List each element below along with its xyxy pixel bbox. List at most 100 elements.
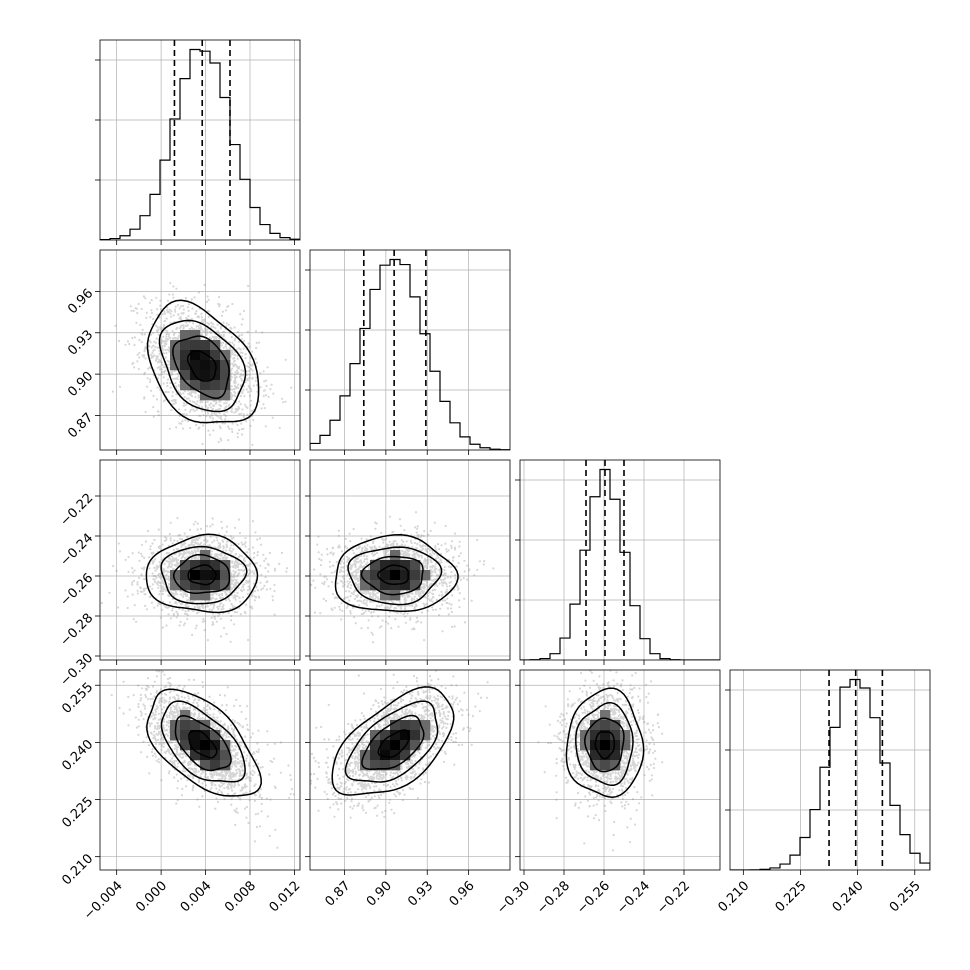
density-cell bbox=[620, 730, 631, 741]
density-cell bbox=[220, 370, 231, 381]
density-cell bbox=[170, 720, 181, 731]
density-cell bbox=[410, 580, 421, 591]
contour-level-3 bbox=[146, 688, 262, 797]
density-cell bbox=[200, 340, 211, 351]
y-tick-label: 0.90 bbox=[65, 369, 96, 400]
density-cell bbox=[400, 720, 411, 731]
x-tick-label: −0.24 bbox=[614, 878, 653, 917]
panel-frame bbox=[519, 669, 721, 871]
density-cell bbox=[210, 350, 221, 361]
contour-level-3 bbox=[565, 687, 645, 798]
contour-level-0 bbox=[188, 730, 218, 759]
density-cell bbox=[610, 720, 621, 731]
x-tick-label: 0.87 bbox=[322, 878, 353, 909]
density-cell bbox=[190, 560, 201, 571]
density-panel-3-2: −0.30 −0.28 −0.26 −0.24 −0.22 bbox=[494, 669, 721, 917]
density-panel-2-0: −0.30−0.28−0.26−0.24−0.22 bbox=[58, 459, 301, 689]
panel-content bbox=[730, 670, 930, 870]
y-tick-label: −0.26 bbox=[58, 571, 97, 610]
density-cell bbox=[590, 730, 601, 741]
contour-level-3 bbox=[145, 533, 259, 614]
density-cell bbox=[400, 570, 411, 581]
density-cell bbox=[410, 740, 421, 751]
density-cell bbox=[210, 380, 221, 391]
y-tick-label: 0.87 bbox=[65, 410, 96, 441]
density-cell bbox=[190, 340, 201, 351]
x-tick-label: 0.210 bbox=[715, 878, 752, 915]
y-tick-label: 0.96 bbox=[65, 286, 96, 317]
histogram-panel-2 bbox=[515, 459, 721, 665]
x-tick-label: 0.225 bbox=[773, 878, 810, 915]
panel-frame bbox=[99, 669, 301, 871]
density-cell bbox=[400, 580, 411, 591]
density-cell bbox=[190, 360, 201, 371]
density-cell bbox=[220, 360, 231, 371]
histogram-series bbox=[520, 468, 720, 660]
density-cell bbox=[180, 710, 191, 721]
density-cell bbox=[370, 740, 381, 751]
density-cell bbox=[380, 760, 391, 771]
density-cell bbox=[390, 570, 401, 581]
density-cell bbox=[590, 720, 601, 731]
contour-level-1 bbox=[172, 553, 231, 594]
density-cell bbox=[610, 760, 621, 771]
density-cell bbox=[190, 750, 201, 761]
density-cell bbox=[380, 740, 391, 751]
density-cell bbox=[600, 710, 611, 721]
histogram-panel-3: 0.210 0.225 0.240 0.255 bbox=[715, 669, 931, 915]
panel-content bbox=[310, 250, 510, 450]
density-cell bbox=[170, 570, 181, 581]
contour-level-1 bbox=[361, 714, 425, 770]
density-cell bbox=[220, 750, 231, 761]
density-cell bbox=[360, 570, 371, 581]
histogram-series bbox=[310, 258, 510, 450]
density-cell bbox=[410, 730, 421, 741]
density-cell bbox=[180, 740, 191, 751]
panel-frame bbox=[729, 669, 931, 871]
density-cell bbox=[360, 760, 371, 771]
density-cell bbox=[410, 570, 421, 581]
panel-content bbox=[520, 460, 720, 660]
panel-frame bbox=[309, 459, 511, 661]
contour-level-3 bbox=[334, 534, 459, 613]
contour-level-2 bbox=[575, 701, 634, 787]
density-cell bbox=[180, 720, 191, 731]
panel-content bbox=[100, 460, 300, 660]
density-cell bbox=[370, 750, 381, 761]
panel-frame bbox=[309, 669, 511, 871]
y-tick-label: 0.93 bbox=[65, 327, 96, 358]
contour-level-1 bbox=[174, 715, 232, 772]
x-tick-label: −0.004 bbox=[81, 878, 126, 923]
density-cell bbox=[200, 740, 211, 751]
contour-level-1 bbox=[584, 717, 625, 773]
density-cell bbox=[220, 760, 231, 771]
density-cell bbox=[590, 760, 601, 771]
density-cell bbox=[370, 560, 381, 571]
density-panel-3-1: 0.87 0.90 0.93 0.96 bbox=[305, 669, 511, 910]
y-tick-label: 0.225 bbox=[59, 794, 96, 831]
density-cell bbox=[370, 730, 381, 741]
density-cell bbox=[420, 570, 431, 581]
density-cell bbox=[610, 750, 621, 761]
x-tick-label: 0.93 bbox=[405, 878, 436, 909]
density-cell bbox=[600, 750, 611, 761]
density-cell bbox=[190, 380, 201, 391]
density-cell bbox=[610, 740, 621, 751]
x-tick-label: 0.255 bbox=[887, 878, 924, 915]
x-tick-label: 0.008 bbox=[222, 878, 259, 915]
histogram-panel-0 bbox=[95, 39, 301, 245]
density-cell bbox=[410, 560, 421, 571]
contour-level-0 bbox=[377, 564, 409, 585]
density-cell bbox=[200, 590, 211, 601]
contour-level-2 bbox=[347, 546, 443, 606]
density-cell bbox=[190, 740, 201, 751]
y-tick-label: −0.28 bbox=[58, 611, 97, 650]
x-tick-label: −0.30 bbox=[494, 878, 533, 917]
density-cell bbox=[190, 580, 201, 591]
histogram-panel-1 bbox=[305, 249, 511, 455]
density-panel-1-0: 0.87 0.90 0.93 0.96 bbox=[65, 249, 301, 455]
density-cell bbox=[180, 340, 191, 351]
density-cell bbox=[390, 760, 401, 771]
density-cell bbox=[170, 580, 181, 591]
density-cell bbox=[420, 720, 431, 731]
